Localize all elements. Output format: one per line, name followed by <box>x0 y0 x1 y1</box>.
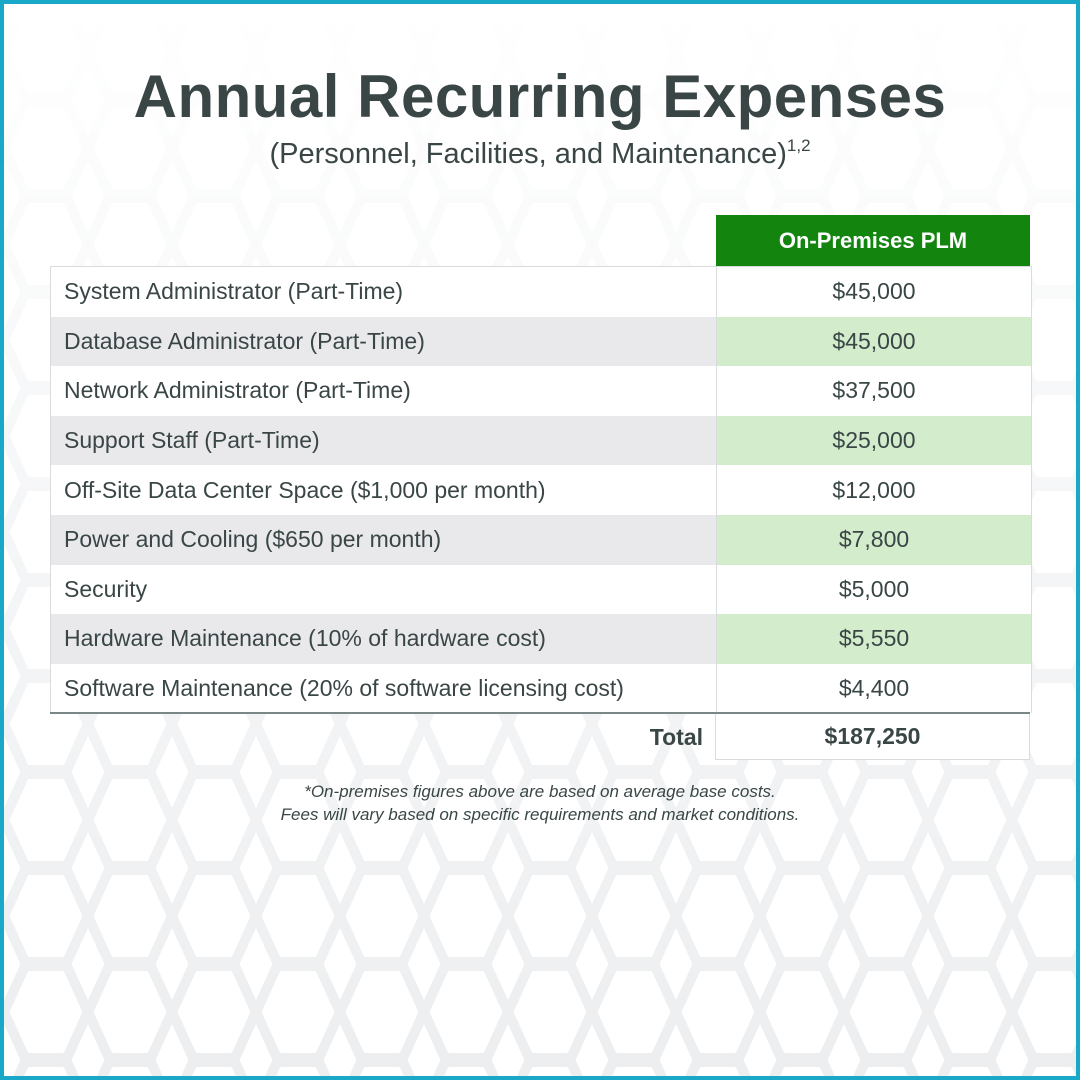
row-label: Network Administrator (Part-Time) <box>51 366 716 416</box>
row-value: $45,000 <box>716 316 1031 367</box>
footnote: *On-premises figures above are based on … <box>4 780 1076 826</box>
row-value: $7,800 <box>716 514 1031 565</box>
row-label: Software Maintenance (20% of software li… <box>51 663 716 714</box>
row-label: Power and Cooling ($650 per month) <box>51 514 716 565</box>
table-row: Database Administrator (Part-Time) $45,0… <box>51 316 1031 367</box>
row-label: Database Administrator (Part-Time) <box>51 316 716 367</box>
page-title: Annual Recurring Expenses <box>133 63 947 130</box>
footnote-reference: 1,2 <box>786 136 811 155</box>
row-value: $4,400 <box>716 663 1031 714</box>
table-row: System Administrator (Part-Time) $45,000 <box>51 267 1031 317</box>
row-label: System Administrator (Part-Time) <box>51 267 716 317</box>
row-value: $5,000 <box>716 564 1031 615</box>
row-value: $45,000 <box>716 267 1031 317</box>
table-row: Hardware Maintenance (10% of hardware co… <box>51 614 1031 664</box>
row-label: Security <box>51 564 716 615</box>
table-row: Support Staff (Part-Time) $25,000 <box>51 415 1031 466</box>
page-subtitle: (Personnel, Facilities, and Maintenance)… <box>4 136 1076 171</box>
subtitle-text: (Personnel, Facilities, and Maintenance) <box>269 138 787 170</box>
table-row: Off-Site Data Center Space ($1,000 per m… <box>51 465 1031 515</box>
row-value: $12,000 <box>716 465 1031 515</box>
table-row: Power and Cooling ($650 per month) $7,80… <box>51 514 1031 565</box>
footnote-line-1: *On-premises figures above are based on … <box>304 782 776 801</box>
column-header-on-premises-plm: On-Premises PLM <box>716 215 1030 267</box>
row-value: $5,550 <box>716 614 1031 664</box>
row-label: Hardware Maintenance (10% of hardware co… <box>51 614 716 664</box>
row-value: $25,000 <box>716 415 1031 466</box>
table-row: Software Maintenance (20% of software li… <box>51 663 1031 714</box>
total-value: $187,250 <box>715 714 1030 760</box>
table-row: Security $5,000 <box>51 564 1031 615</box>
total-row: Total $187,250 <box>50 712 1030 760</box>
table-row: Network Administrator (Part-Time) $37,50… <box>51 366 1031 416</box>
total-label: Total <box>649 723 703 750</box>
expenses-table: System Administrator (Part-Time) $45,000… <box>50 266 1032 714</box>
row-value: $37,500 <box>716 366 1031 416</box>
row-label: Off-Site Data Center Space ($1,000 per m… <box>51 465 716 515</box>
footnote-line-2: Fees will vary based on specific require… <box>280 805 800 824</box>
row-label: Support Staff (Part-Time) <box>51 415 716 466</box>
